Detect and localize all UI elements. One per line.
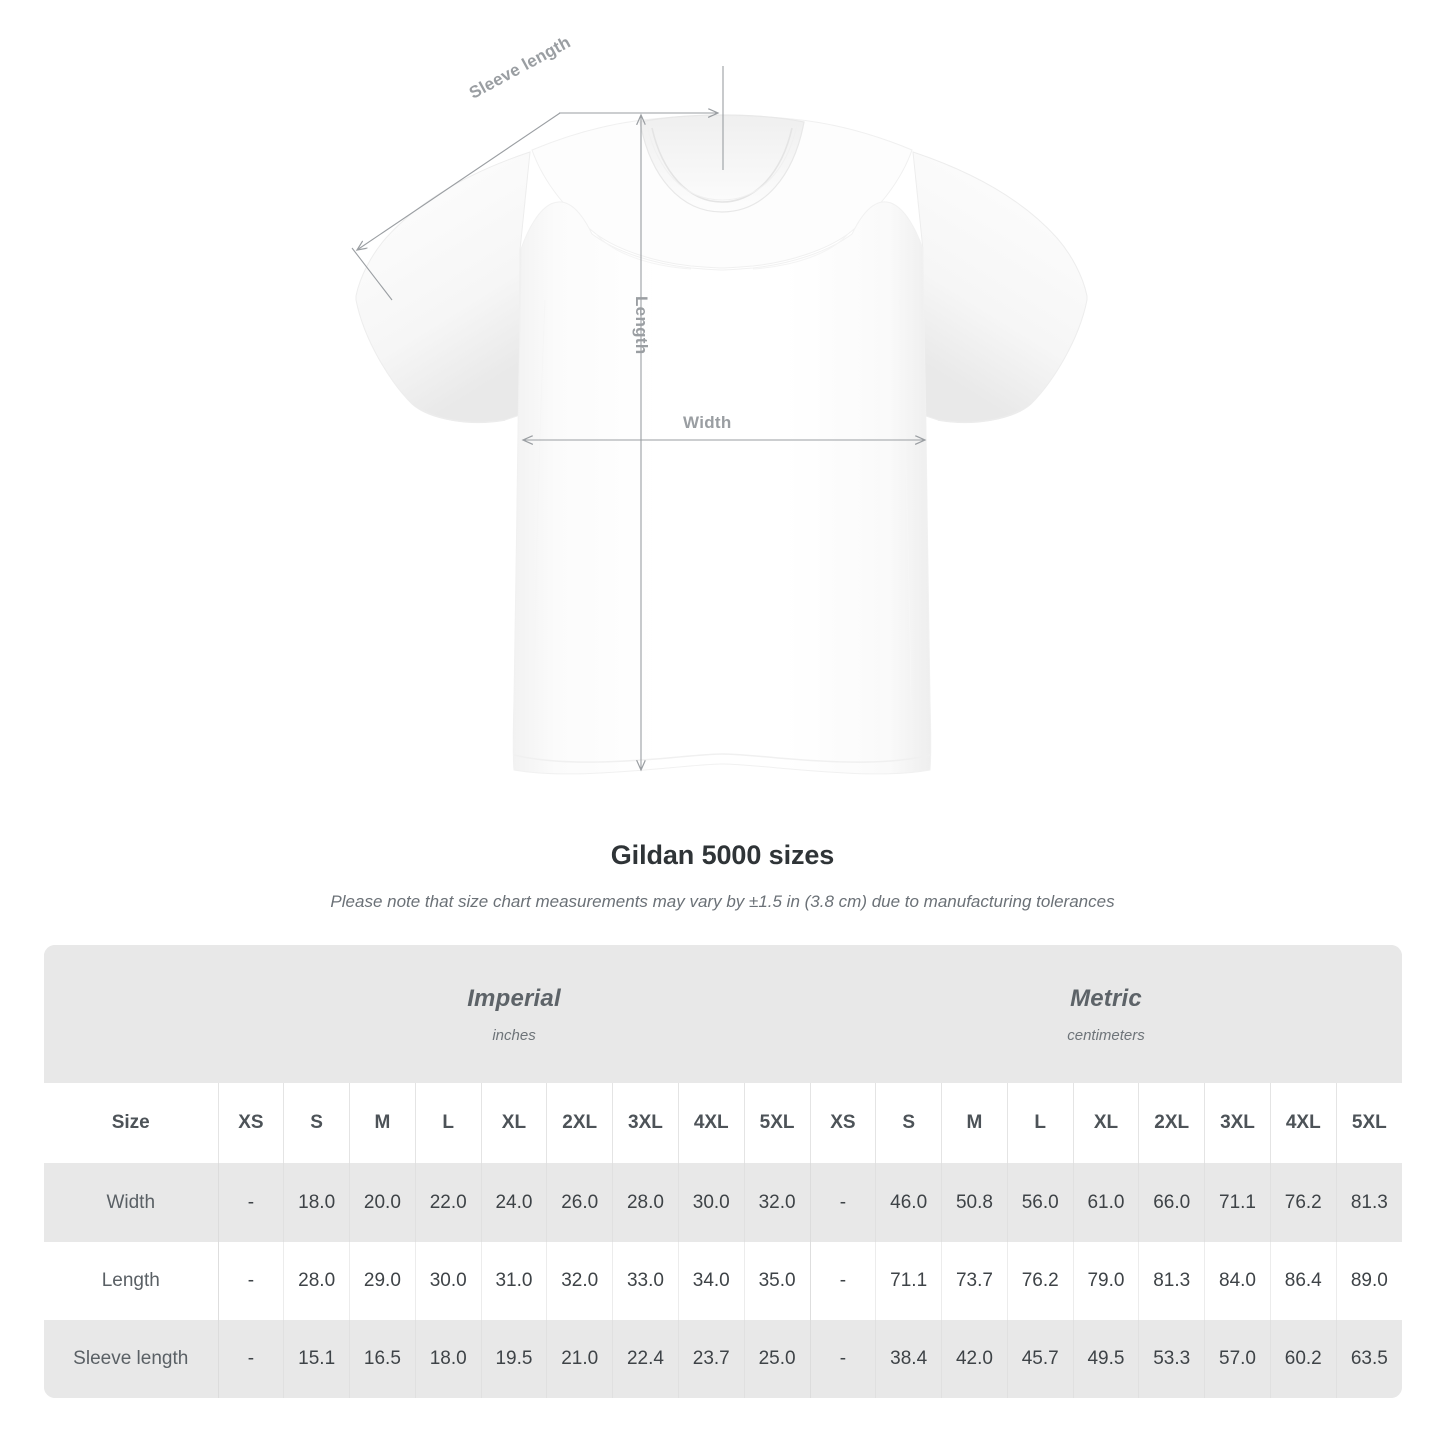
cell-length-imperial-3xl: 33.0: [612, 1241, 679, 1320]
cell-sleeve-imperial-l: 18.0: [414, 1319, 482, 1398]
cell-length-metric-m: 73.7: [941, 1241, 1008, 1320]
header-size-imperial-5xl: 5XL: [743, 1083, 811, 1164]
cell-width-metric-2xl: 66.0: [1138, 1163, 1205, 1242]
cell-width-imperial-4xl: 30.0: [677, 1163, 745, 1242]
cell-sleeve-metric-4xl: 60.2: [1269, 1319, 1337, 1398]
cell-sleeve-metric-xs: -: [809, 1319, 876, 1398]
cell-sleeve-imperial-xl: 19.5: [480, 1319, 547, 1398]
cell-length-imperial-l: 30.0: [414, 1241, 482, 1320]
cell-sleeve-metric-s: 38.4: [875, 1319, 942, 1398]
cell-length-metric-2xl: 81.3: [1138, 1241, 1205, 1320]
cell-width-imperial-xs: -: [217, 1163, 284, 1242]
cell-sleeve-metric-3xl: 57.0: [1204, 1319, 1271, 1398]
tolerance-note: Please note that size chart measurements…: [330, 892, 1115, 911]
header-size-metric-xs: XS: [809, 1083, 876, 1164]
cell-length-imperial-2xl: 32.0: [546, 1241, 613, 1320]
cell-width-imperial-s: 18.0: [283, 1163, 350, 1242]
header-size-imperial-s: S: [283, 1083, 350, 1164]
unit-sub-metric: centimeters: [1067, 1026, 1145, 1044]
unit-banner-spacer: [44, 945, 218, 1084]
cell-sleeve-metric-2xl: 53.3: [1138, 1319, 1205, 1398]
measurement-guides: [351, 66, 925, 770]
unit-banner-row: Imperial inches Metric centimeters: [44, 945, 1402, 1084]
cell-width-metric-4xl: 76.2: [1269, 1163, 1337, 1242]
cell-sleeve-imperial-3xl: 22.4: [612, 1319, 679, 1398]
cell-length-metric-4xl: 86.4: [1269, 1241, 1337, 1320]
header-size-metric-5xl: 5XL: [1335, 1083, 1402, 1164]
header-size-imperial-4xl: 4XL: [677, 1083, 745, 1164]
cell-width-metric-xl: 61.0: [1072, 1163, 1139, 1242]
header-size-imperial-xl: XL: [480, 1083, 547, 1164]
size-chart-table: Imperial inches Metric centimeters Size …: [44, 945, 1402, 1398]
cell-length-metric-xl: 79.0: [1072, 1241, 1139, 1320]
row-label-length: Length: [44, 1241, 218, 1320]
cell-sleeve-metric-xl: 49.5: [1072, 1319, 1139, 1398]
cell-width-imperial-m: 20.0: [349, 1163, 416, 1242]
row-label-width: Width: [44, 1163, 218, 1242]
header-size-metric-xl: XL: [1072, 1083, 1139, 1164]
unit-section-metric: Metric centimeters: [810, 945, 1402, 1084]
header-size-imperial-3xl: 3XL: [612, 1083, 679, 1164]
unit-sub-imperial: inches: [492, 1026, 536, 1044]
unit-name-imperial: Imperial: [467, 984, 561, 1012]
cell-width-metric-l: 56.0: [1006, 1163, 1074, 1242]
cell-sleeve-imperial-s: 15.1: [283, 1319, 350, 1398]
cell-width-metric-xs: -: [809, 1163, 876, 1242]
cell-sleeve-metric-5xl: 63.5: [1335, 1319, 1402, 1398]
cell-sleeve-imperial-xs: -: [217, 1319, 284, 1398]
table-row-sleeve-length: Sleeve length - 15.1 16.5 18.0 19.5 21.0…: [44, 1319, 1402, 1398]
size-chart-table-container: Imperial inches Metric centimeters Size …: [44, 945, 1402, 1398]
title-block: Gildan 5000 sizes Please note that size …: [0, 840, 1445, 912]
header-size-imperial-m: M: [349, 1083, 416, 1164]
row-label-sleeve-length: Sleeve length: [44, 1319, 218, 1398]
cell-length-imperial-s: 28.0: [283, 1241, 350, 1320]
cell-sleeve-metric-l: 45.7: [1006, 1319, 1074, 1398]
cell-sleeve-imperial-4xl: 23.7: [677, 1319, 745, 1398]
page-title: Gildan 5000 sizes: [610, 840, 835, 870]
header-size-imperial-xs: XS: [217, 1083, 284, 1164]
table-row-length: Length - 28.0 29.0 30.0 31.0 32.0 33.0 3…: [44, 1241, 1402, 1320]
cell-length-metric-l: 76.2: [1006, 1241, 1074, 1320]
header-size-label: Size: [44, 1083, 218, 1164]
cell-sleeve-imperial-2xl: 21.0: [546, 1319, 613, 1398]
tshirt-body: [355, 114, 1088, 775]
cell-length-imperial-xs: -: [217, 1241, 284, 1320]
cell-length-imperial-4xl: 34.0: [677, 1241, 745, 1320]
unit-name-metric: Metric: [1070, 984, 1142, 1012]
cell-length-imperial-5xl: 35.0: [743, 1241, 811, 1320]
cell-width-imperial-l: 22.0: [414, 1163, 482, 1242]
cell-length-metric-3xl: 84.0: [1204, 1241, 1271, 1320]
table-row-width: Width - 18.0 20.0 22.0 24.0 26.0 28.0 30…: [44, 1163, 1402, 1242]
header-size-metric-4xl: 4XL: [1269, 1083, 1337, 1164]
header-size-metric-m: M: [941, 1083, 1008, 1164]
cell-sleeve-imperial-m: 16.5: [349, 1319, 416, 1398]
cell-width-metric-m: 50.8: [941, 1163, 1008, 1242]
cell-width-metric-5xl: 81.3: [1335, 1163, 1402, 1242]
cell-length-imperial-m: 29.0: [349, 1241, 416, 1320]
header-size-metric-2xl: 2XL: [1138, 1083, 1205, 1164]
cell-width-imperial-3xl: 28.0: [612, 1163, 679, 1242]
cell-width-metric-3xl: 71.1: [1204, 1163, 1271, 1242]
width-dimension-label: Width: [683, 413, 732, 432]
length-dimension-label: Length: [632, 296, 651, 355]
cell-sleeve-imperial-5xl: 25.0: [743, 1319, 811, 1398]
header-size-metric-l: L: [1006, 1083, 1074, 1164]
header-size-metric-s: S: [875, 1083, 942, 1164]
unit-section-imperial: Imperial inches: [218, 945, 811, 1084]
cell-width-imperial-xl: 24.0: [480, 1163, 547, 1242]
cell-length-metric-s: 71.1: [875, 1241, 942, 1320]
tshirt-diagram: Sleeve length Length Width: [351, 32, 1088, 775]
cell-length-metric-xs: -: [809, 1241, 876, 1320]
size-header-row: Size XS S M L XL 2XL 3XL 4XL 5XL XS S M …: [44, 1083, 1402, 1164]
cell-width-imperial-2xl: 26.0: [546, 1163, 613, 1242]
tshirt-illustration: [351, 66, 1088, 775]
cell-sleeve-metric-m: 42.0: [941, 1319, 1008, 1398]
header-size-imperial-2xl: 2XL: [546, 1083, 613, 1164]
header-size-imperial-l: L: [414, 1083, 482, 1164]
cell-width-metric-s: 46.0: [875, 1163, 942, 1242]
cell-length-metric-5xl: 89.0: [1335, 1241, 1402, 1320]
cell-length-imperial-xl: 31.0: [480, 1241, 547, 1320]
header-size-metric-3xl: 3XL: [1204, 1083, 1271, 1164]
cell-width-imperial-5xl: 32.0: [743, 1163, 811, 1242]
